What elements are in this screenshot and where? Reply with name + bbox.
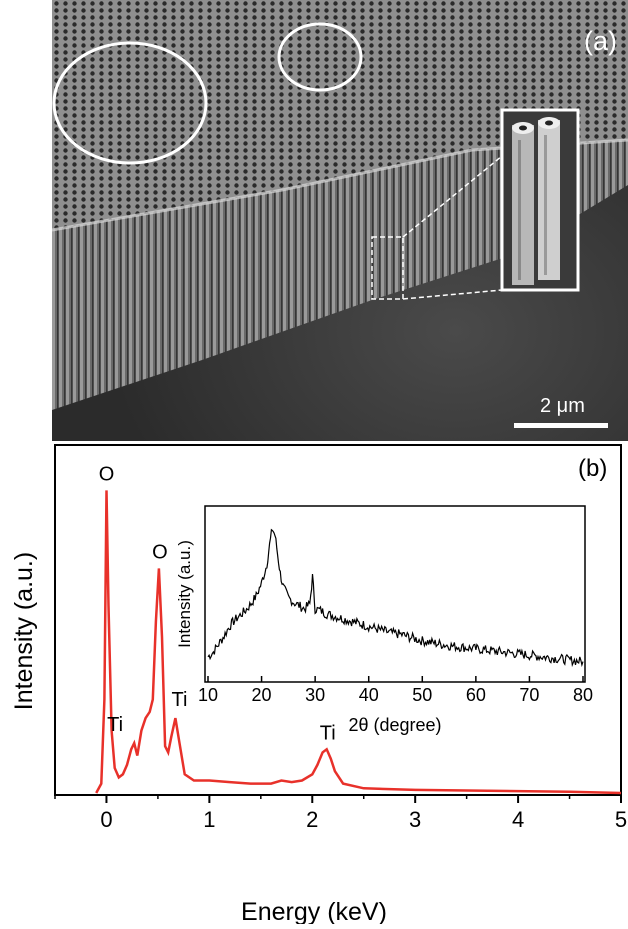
main-plot-frame: [54, 444, 622, 796]
peak-label: O: [152, 541, 168, 563]
zoom-region-box: [371, 236, 404, 300]
eds-chart: (b) Intensity (a.u.) Energy (keV) 0 1 2 3 4 5…: [10, 444, 627, 926]
xrd-pattern-line: [207, 528, 584, 668]
scale-bar: [514, 423, 608, 428]
peak-label: Ti: [320, 722, 336, 744]
inset-x-tick-label: 70: [519, 685, 539, 705]
eds-chart-panel: (b) Intensity (a.u.) Energy (keV) 0 1 2 3 4 5…: [0, 441, 628, 926]
magnified-inset: [500, 108, 580, 292]
inset-x-tick-label: 60: [466, 685, 486, 705]
x-tick-label: 2: [306, 807, 318, 832]
inset-x-tick-label: 50: [412, 685, 432, 705]
x-tick-label: 1: [203, 807, 215, 832]
nanotube-wall: [52, 140, 628, 410]
x-tick-label: 4: [512, 807, 524, 832]
inset-plot-frame: [204, 505, 586, 683]
x-tick-label: 0: [100, 807, 112, 832]
highlight-circle-large: [52, 41, 208, 165]
panel-b-label: (b): [578, 455, 607, 482]
x-tick-label: 5: [615, 807, 627, 832]
highlight-circle-small: [277, 22, 363, 92]
panel-a-label: (a): [584, 26, 617, 56]
y-axis-label: Intensity (a.u.): [10, 552, 38, 710]
sem-image: (a) 2 μm: [51, 0, 628, 441]
porous-top-surface: [52, 0, 628, 230]
scale-bar-label: 2 μm: [540, 395, 585, 417]
x-tick-label: 3: [409, 807, 421, 832]
inset-x-axis-label: 2θ (degree): [348, 715, 441, 735]
sem-micrograph-panel: (a) 2 μm: [51, 0, 628, 441]
peak-label: Ti: [107, 714, 123, 736]
main-x-ticks: 0 1 2 3 4 5: [54, 795, 627, 832]
x-axis-label: Energy (keV): [241, 898, 387, 924]
inset-x-ticks: 10 20 30 40 50 60 70 80: [198, 676, 593, 705]
inset-x-tick-label: 40: [359, 685, 379, 705]
peak-label: O: [99, 463, 115, 485]
inset-x-tick-label: 30: [305, 685, 325, 705]
inset-x-tick-label: 10: [198, 685, 218, 705]
eds-spectrum-line: [95, 490, 622, 795]
inset-x-tick-label: 80: [573, 685, 593, 705]
inset-x-tick-label: 20: [252, 685, 272, 705]
peak-annotations: O O Ti Ti Ti: [99, 463, 336, 744]
inset-y-axis-label: Intensity (a.u.): [175, 540, 194, 648]
peak-label: Ti: [172, 689, 188, 711]
